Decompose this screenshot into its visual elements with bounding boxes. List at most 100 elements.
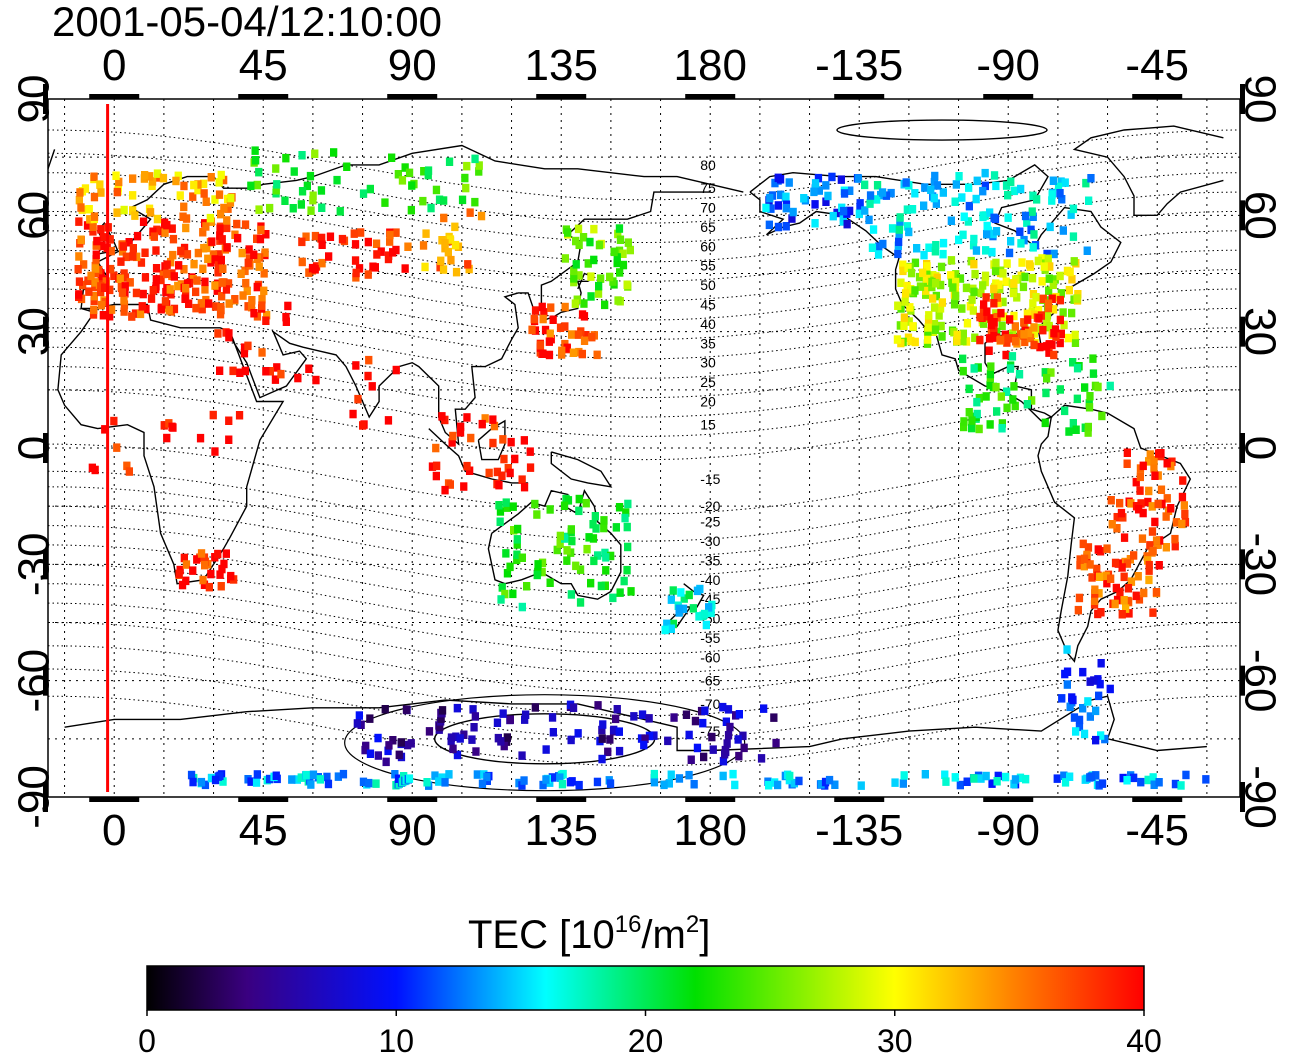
tec-cell (223, 216, 231, 225)
tec-cell (948, 278, 956, 288)
tec-cell (739, 731, 747, 741)
tec-cell (1086, 712, 1094, 721)
tec-cell (1045, 340, 1053, 349)
tec-cell (1043, 312, 1051, 321)
tec-cell (355, 711, 363, 720)
tec-cell (509, 589, 517, 599)
tec-cell (900, 771, 908, 780)
tec-cell (366, 714, 374, 723)
tec-cell (233, 219, 241, 229)
tec-cell (160, 421, 168, 430)
tec-cell (260, 286, 268, 296)
tec-cell (384, 746, 392, 756)
tec-cell (510, 526, 518, 535)
tec-cell (407, 205, 415, 215)
right-tick-bar (1240, 200, 1245, 231)
tec-cell (324, 779, 333, 789)
tec-cell (574, 729, 582, 738)
tec-cell (1066, 772, 1074, 781)
tec-cell (175, 261, 183, 270)
tec-cell (599, 720, 607, 729)
tec-cell (503, 733, 511, 742)
tec-cell (981, 271, 990, 281)
tec-cell (116, 274, 124, 283)
tec-cell (594, 701, 602, 710)
tec-cell (182, 223, 190, 233)
tec-cell (846, 186, 854, 195)
tec-cell (365, 355, 373, 365)
tec-cell (930, 320, 939, 329)
tec-cell (906, 303, 914, 312)
tec-cell (225, 416, 233, 425)
dip-label: 80 (700, 157, 716, 173)
tec-cell (201, 285, 209, 294)
tec-cell (93, 236, 101, 246)
tec-cell (359, 777, 368, 787)
tec-cell (587, 272, 595, 281)
tec-cell (372, 779, 380, 788)
tec-cell (101, 425, 109, 434)
tec-cell (1002, 350, 1010, 360)
tec-cell (101, 283, 109, 292)
tec-cell (735, 710, 743, 719)
tec-cell (1073, 294, 1081, 303)
tec-cell (224, 204, 232, 213)
tec-cell (523, 582, 531, 591)
tec-cell (471, 197, 479, 207)
tec-cell (911, 337, 919, 347)
dip-label: 15 (700, 417, 716, 433)
tec-cell (1010, 186, 1018, 196)
tec-cell (307, 780, 315, 789)
tec-cell (724, 705, 733, 714)
tec-cell (1168, 457, 1176, 466)
tec-cell (90, 192, 99, 202)
tec-cell (740, 743, 748, 753)
tec-cell (645, 714, 653, 723)
tec-cell (667, 624, 675, 633)
tec-cell (993, 313, 1001, 322)
tec-cell (207, 569, 215, 579)
tec-cell (1097, 731, 1105, 740)
left-tick-label: 0 (10, 436, 59, 460)
tec-cell (810, 187, 818, 197)
tec-cell (202, 222, 210, 231)
tec-cell (1082, 178, 1090, 188)
tec-cell (541, 325, 550, 335)
tec-cell (574, 330, 583, 339)
tec-cell (139, 217, 148, 226)
tec-cell (1178, 492, 1187, 502)
tec-cell (1045, 348, 1053, 357)
tec-cell (591, 512, 599, 521)
tec-cell (589, 534, 598, 543)
tec-cell (187, 770, 196, 780)
tec-cell (829, 211, 837, 221)
tec-cell (485, 468, 493, 478)
tec-cell (568, 777, 576, 786)
tec-cell (499, 435, 507, 444)
tec-cell (382, 757, 390, 767)
tec-cell (1057, 289, 1065, 298)
tec-cell (373, 250, 381, 259)
tec-cell (475, 167, 483, 176)
tec-cell (371, 263, 379, 272)
tec-cell (1149, 608, 1157, 617)
tec-cell (572, 236, 580, 246)
tec-cell (146, 208, 155, 217)
tec-cell (999, 269, 1007, 278)
tec-cell (106, 285, 114, 295)
tec-cell (1084, 428, 1092, 437)
colorbar-tick-label: 30 (877, 1023, 913, 1057)
tec-cell (1112, 583, 1120, 593)
tec-cell (293, 775, 301, 784)
tec-cell (298, 151, 306, 160)
tec-cell (223, 243, 231, 252)
tec-cell (89, 227, 97, 236)
tec-cell (1003, 387, 1011, 396)
tec-cell (563, 546, 571, 555)
tec-cell (568, 536, 576, 546)
left-tick-label: 60 (10, 191, 59, 240)
tec-cell (624, 238, 632, 247)
tec-cell (1026, 260, 1034, 269)
tec-cell (685, 730, 693, 740)
tec-cell (588, 332, 596, 342)
